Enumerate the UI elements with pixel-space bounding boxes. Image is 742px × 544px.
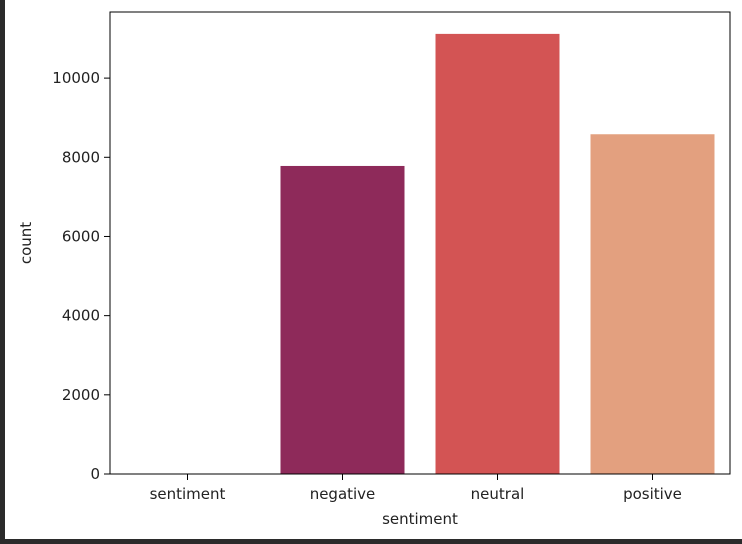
bar-negative (280, 165, 405, 474)
bar-neutral (435, 33, 560, 474)
y-tick-label: 4000 (62, 307, 100, 325)
x-axis-title: sentiment (382, 510, 458, 528)
y-tick-label: 6000 (62, 227, 100, 245)
bar-positive (590, 134, 715, 474)
y-axis: 0 2000 4000 6000 8000 10000 (52, 69, 110, 483)
figure-canvas: 0 2000 4000 6000 8000 10000 sentiment negative… (5, 0, 742, 539)
x-tick-label: negative (310, 485, 376, 503)
bars-group (125, 33, 715, 474)
x-tick-label: positive (623, 485, 682, 503)
y-tick-label: 2000 (62, 386, 100, 404)
y-axis-title: count (17, 222, 35, 264)
bar-chart: 0 2000 4000 6000 8000 10000 sentiment negative… (17, 11, 731, 528)
y-tick-label: 8000 (62, 148, 100, 166)
plot-frame (109, 11, 731, 475)
x-axis: sentiment negative neutral positive (150, 474, 682, 503)
y-tick-label: 10000 (52, 69, 100, 87)
y-tick-label: 0 (90, 465, 100, 483)
x-tick-label: neutral (471, 485, 525, 503)
x-tick-label: sentiment (150, 485, 226, 503)
